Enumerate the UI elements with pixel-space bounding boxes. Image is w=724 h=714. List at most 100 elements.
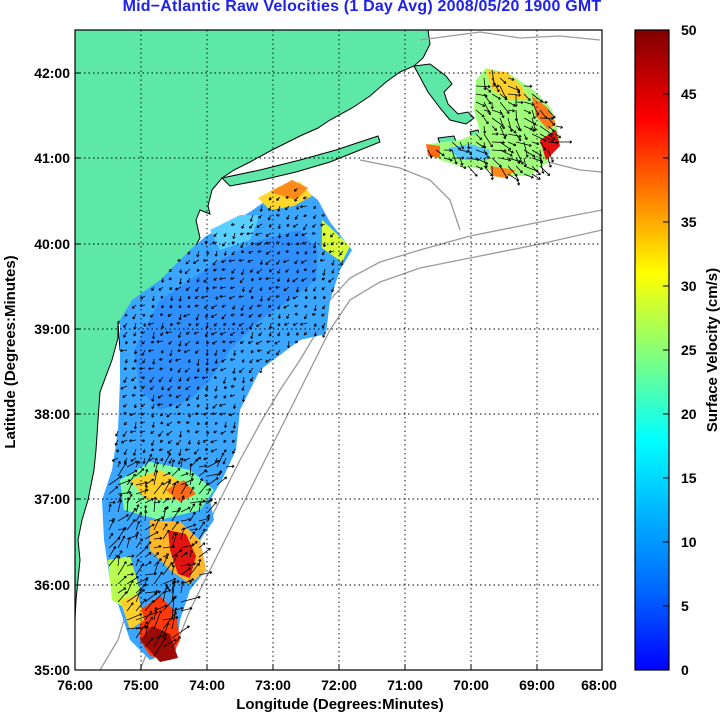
velocity-arrow: [223, 439, 227, 443]
velocity-arrow: [330, 241, 335, 246]
velocity-arrow: [117, 587, 127, 594]
velocity-arrow: [198, 547, 211, 558]
velocity-arrow: [162, 529, 170, 540]
velocity-arrow: [140, 403, 146, 408]
velocity-arrow: [126, 482, 134, 495]
velocity-arrow: [269, 268, 273, 273]
velocity-arrow: [547, 149, 554, 163]
velocity-arrow: [189, 562, 196, 567]
velocity-arrow: [283, 259, 290, 264]
velocity-arrow: [547, 117, 556, 126]
velocity-arrow: [483, 101, 492, 116]
velocity-arrow: [268, 322, 273, 330]
velocity-arrow: [221, 259, 227, 263]
velocity-arrow: [193, 375, 200, 380]
velocity-arrow: [277, 223, 281, 229]
velocity-arrow: [285, 268, 290, 273]
velocity-arrow: [135, 558, 140, 567]
velocity-arrow: [213, 322, 218, 327]
velocity-arrow: [117, 591, 128, 603]
velocity-arrow: [238, 295, 245, 299]
velocity-arrow: [246, 231, 254, 236]
velocity-arrow: [483, 93, 492, 105]
velocity-arrow: [186, 376, 191, 382]
velocity-arrow: [258, 277, 263, 281]
velocity-arrow: [304, 250, 308, 255]
velocity-arrow: [248, 250, 254, 254]
velocity-arrow: [330, 232, 335, 238]
velocity-arrow: [265, 276, 272, 281]
velocity-arrow: [168, 358, 173, 363]
velocity-arrow: [150, 340, 155, 344]
velocity-arrow: [171, 507, 181, 522]
velocity-arrow: [196, 385, 200, 390]
velocity-arrow: [114, 439, 119, 446]
velocity-arrow: [144, 637, 154, 648]
velocity-arrow: [240, 349, 245, 353]
velocity-arrow: [284, 322, 290, 326]
velocity-arrow: [158, 430, 164, 437]
velocity-arrow: [153, 536, 163, 540]
velocity-arrow: [144, 510, 148, 522]
velocity-arrow: [276, 259, 281, 265]
velocity-arrow: [547, 157, 552, 168]
velocity-arrow: [483, 149, 490, 159]
velocity-arrow: [189, 486, 195, 495]
velocity-arrow: [161, 385, 165, 391]
velocity-arrow: [286, 313, 290, 319]
velocity-arrow: [185, 420, 191, 425]
velocity-arrow: [206, 286, 210, 291]
velocity-arrow: [499, 93, 508, 101]
velocity-field: [102, 68, 560, 662]
velocity-arrow: [157, 403, 164, 407]
velocity-arrow: [328, 250, 335, 254]
velocity-arrow: [222, 457, 227, 465]
velocity-arrow: [179, 268, 183, 274]
velocity-arrow: [303, 268, 308, 272]
velocity-arrow: [482, 125, 487, 134]
velocity-arrow: [223, 394, 227, 399]
velocity-arrow: [108, 500, 116, 505]
velocity-arrow: [189, 463, 193, 477]
velocity-arrow: [229, 340, 236, 344]
velocity-arrow: [322, 232, 326, 236]
velocity-arrow: [117, 460, 121, 468]
velocity-arrow: [152, 358, 156, 365]
velocity-arrow: [162, 472, 171, 477]
velocity-arrow: [158, 376, 164, 383]
velocity-arrow: [515, 133, 522, 142]
velocity-arrow: [135, 520, 141, 531]
velocity-arrow: [451, 141, 461, 151]
velocity-arrow: [188, 412, 192, 418]
velocity-arrow: [285, 249, 290, 253]
velocity-arrow: [144, 523, 155, 531]
velocity-arrow: [198, 469, 207, 477]
velocity-arrow: [274, 340, 281, 345]
velocity-arrow: [268, 286, 272, 291]
velocity-arrow: [547, 109, 556, 119]
velocity-arrow: [178, 430, 183, 438]
x-tick-labels: 76:00 75:00 74:00 73:00 72:00 71:00 70:0…: [57, 677, 617, 693]
velocity-arrow: [259, 286, 263, 291]
colorbar-tick-label: 20: [681, 406, 697, 422]
velocity-arrow: [295, 286, 300, 293]
velocity-arrow: [158, 357, 164, 361]
velocity-arrow: [187, 295, 191, 300]
velocity-arrow: [223, 232, 227, 238]
velocity-arrow: [170, 295, 174, 302]
velocity-arrow: [180, 562, 191, 567]
grid-lines: [75, 30, 602, 670]
velocity-arrow: [187, 358, 192, 364]
colorbar-tick-label: 15: [681, 470, 697, 486]
velocity-arrow: [189, 511, 196, 522]
velocity-arrow: [195, 430, 200, 434]
velocity-arrow: [321, 322, 326, 329]
velocity-arrow: [195, 322, 200, 326]
velocity-arrow: [339, 250, 344, 256]
velocity-arrow: [467, 165, 478, 177]
velocity-arrow: [183, 349, 191, 354]
velocity-arrow: [241, 394, 246, 403]
velocity-arrow: [255, 232, 263, 236]
velocity-arrow: [117, 514, 129, 522]
velocity-arrow: [166, 448, 173, 454]
